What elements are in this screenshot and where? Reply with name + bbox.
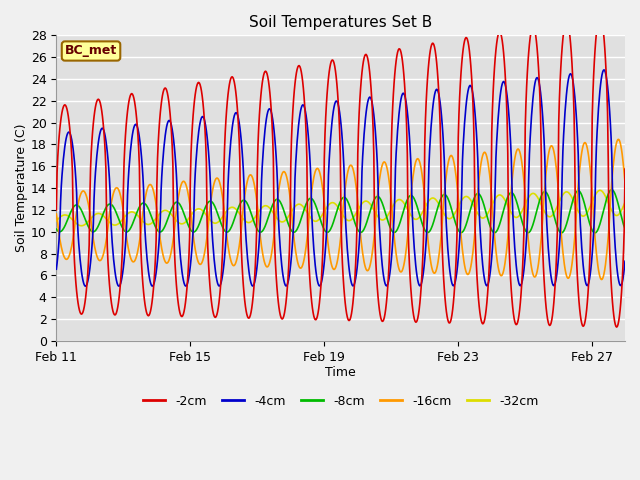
Title: Soil Temperatures Set B: Soil Temperatures Set B — [249, 15, 432, 30]
Y-axis label: Soil Temperature (C): Soil Temperature (C) — [15, 124, 28, 252]
Text: BC_met: BC_met — [65, 45, 117, 58]
Legend: -2cm, -4cm, -8cm, -16cm, -32cm: -2cm, -4cm, -8cm, -16cm, -32cm — [138, 390, 543, 413]
X-axis label: Time: Time — [325, 366, 356, 379]
